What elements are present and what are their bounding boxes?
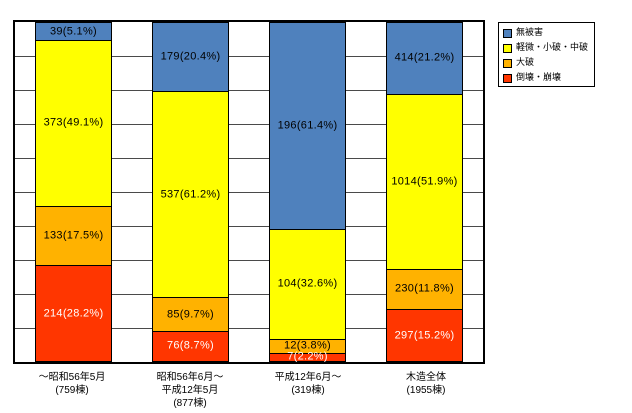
legend-item-label: 大破: [516, 57, 535, 67]
bar-segment: 196(61.4%): [269, 22, 346, 229]
stacked-bar-2: 179(20.4%) 537(61.2%) 85(9.7%) 76(8.7%): [152, 22, 229, 362]
bar-segment: 133(17.5%): [35, 205, 112, 266]
gridline-90pct: [15, 328, 483, 329]
bar-segment: 12(3.8%): [269, 338, 346, 353]
bar-slot-4: 414(21.2%) 1014(51.9%) 230(11.8%) 297(15.2%…: [366, 22, 483, 362]
legend: 無被害軽微・小破・中破 大破倒壊・崩壊: [498, 22, 595, 87]
category-label-line: (759棟): [55, 385, 89, 396]
category-label-4: 木造全体 (1955棟): [367, 371, 485, 410]
bar-segment: 85(9.7%): [152, 297, 229, 331]
bar-segment: 414(21.2%): [386, 22, 463, 94]
category-label-line: (319棟): [291, 385, 325, 396]
bar-segment-label: 537(61.2%): [160, 188, 221, 201]
bar-segment-label: 414(21.2%): [394, 51, 455, 64]
bar-segment-label: 179(20.4%): [160, 50, 221, 63]
bar-segment-label: 85(9.7%): [166, 308, 215, 321]
bar-segment-label: 12(3.8%): [283, 339, 332, 352]
bar-segment-label: 373(49.1%): [43, 116, 104, 129]
x-axis-labels: ～昭和56年5月 (759棟) 昭和56年6月～ 平成12年5月 (877棟) 平成12年…: [13, 371, 485, 410]
bar-segment-label: 297(15.2%): [394, 329, 455, 342]
bar-segment-label: 196(61.4%): [277, 119, 338, 132]
stacked-bar-3: 196(61.4%) 104(32.6%) 12(3.8%) 7(2.2%): [269, 22, 346, 362]
legend-item-3: 大破: [503, 57, 590, 68]
bar-segment-label: 39(5.1%): [49, 25, 98, 38]
category-label-line: 木造全体: [406, 372, 446, 383]
category-label-line: (1955棟): [406, 385, 446, 396]
plot-area: 39(5.1%) 373(49.1%) 133(17.5%) 214(28.2%) 17…: [13, 20, 485, 364]
legend-item-2: 軽微・小破・中破: [503, 42, 590, 53]
stacked-bar-4: 414(21.2%) 1014(51.9%) 230(11.8%) 297(15.2%…: [386, 22, 463, 362]
category-label-line: ～昭和56年5月: [38, 372, 106, 383]
bar-segment: 7(2.2%): [269, 350, 346, 363]
bar-segment: 76(8.7%): [152, 330, 229, 362]
gridline-70pct: [15, 260, 483, 261]
stacked-bar-1: 39(5.1%) 373(49.1%) 133(17.5%) 214(28.2%): [35, 22, 112, 363]
legend-swatch-icon: [503, 74, 512, 83]
category-label-line: 平成12年5月: [161, 385, 219, 396]
legend-item-4: 倒壊・崩壊: [503, 72, 590, 83]
bar-segment: 1014(51.9%): [386, 93, 463, 269]
legend-swatch-icon: [503, 44, 512, 53]
gridline-80pct: [15, 294, 483, 295]
gridline-30pct: [15, 124, 483, 125]
bar-segment: 104(32.6%): [269, 228, 346, 339]
legend-item-1: 無被害: [503, 27, 590, 38]
bar-segment: 39(5.1%): [35, 22, 112, 41]
category-label-line: 昭和56年6月～: [156, 372, 224, 383]
legend-swatch-icon: [503, 29, 512, 38]
category-label-2: 昭和56年6月～ 平成12年5月 (877棟): [131, 371, 249, 410]
bar-segment: 179(20.4%): [152, 22, 229, 92]
bar-segment-label: 230(11.8%): [394, 282, 455, 295]
gridline-60pct: [15, 226, 483, 227]
gridline-10pct: [15, 56, 483, 57]
bar-slot-3: 196(61.4%) 104(32.6%) 12(3.8%) 7(2.2%): [249, 22, 366, 362]
gridline-50pct: [15, 192, 483, 193]
bars-container: 39(5.1%) 373(49.1%) 133(17.5%) 214(28.2%) 17…: [15, 22, 483, 362]
bar-segment: 537(61.2%): [152, 91, 229, 298]
gridline-20pct: [15, 90, 483, 91]
bar-segment: 214(28.2%): [35, 265, 112, 363]
bar-segment-label: 1014(51.9%): [391, 175, 458, 188]
legend-swatch-icon: [503, 59, 512, 68]
bar-slot-1: 39(5.1%) 373(49.1%) 133(17.5%) 214(28.2%): [15, 22, 132, 363]
legend-item-label: 無被害: [516, 27, 544, 37]
gridline-40pct: [15, 158, 483, 159]
gridlines: [15, 22, 483, 362]
category-label-1: ～昭和56年5月 (759棟): [13, 371, 131, 410]
bar-segment-label: 7(2.2%): [287, 350, 328, 363]
bar-segment-label: 214(28.2%): [43, 307, 104, 320]
legend-item-label: 倒壊・崩壊: [516, 72, 562, 82]
bar-segment: 297(15.2%): [386, 309, 463, 362]
category-label-line: 平成12年6月～: [274, 372, 342, 383]
bar-segment-label: 133(17.5%): [43, 229, 104, 242]
category-label-line: (877棟): [173, 398, 207, 409]
bar-segment: 373(49.1%): [35, 40, 112, 206]
bar-segment: 230(11.8%): [386, 268, 463, 310]
bar-segment-label: 76(8.7%): [166, 339, 215, 352]
category-label-3: 平成12年6月～ (319棟): [249, 371, 367, 410]
bar-slot-2: 179(20.4%) 537(61.2%) 85(9.7%) 76(8.7%): [132, 22, 249, 362]
bar-segment-label: 104(32.6%): [277, 277, 338, 290]
legend-item-label: 軽微・小破・中破: [516, 42, 589, 52]
